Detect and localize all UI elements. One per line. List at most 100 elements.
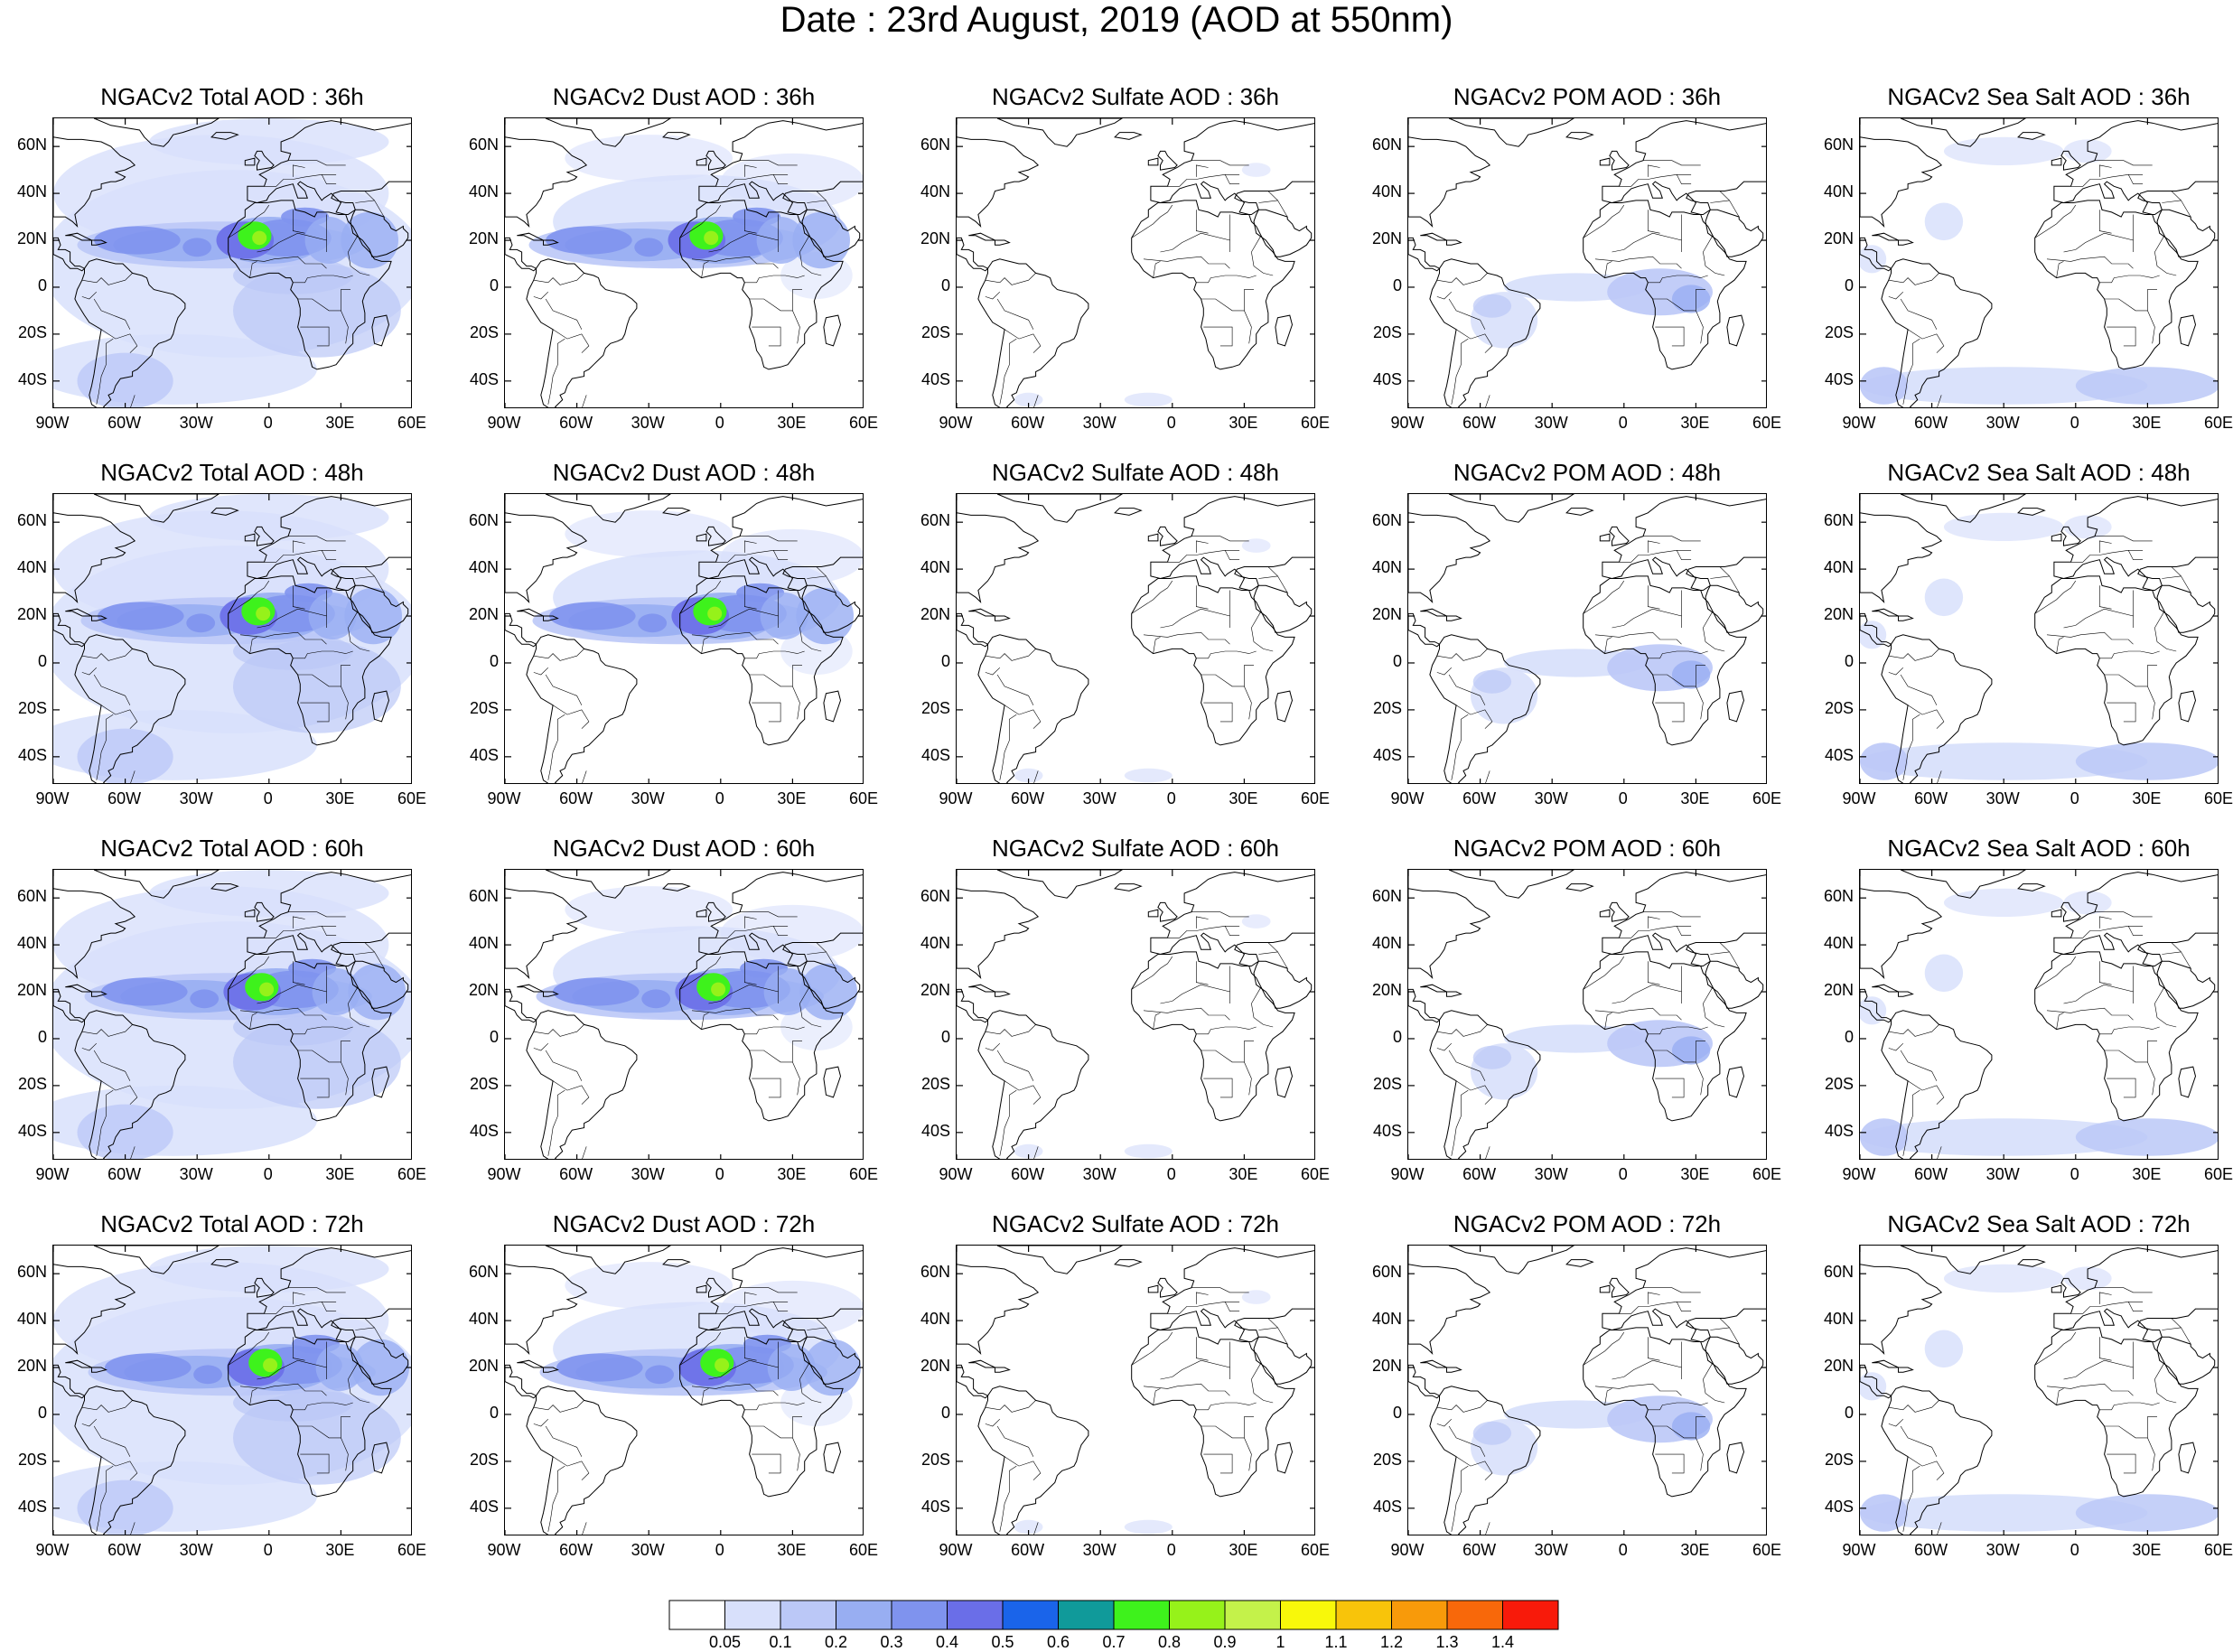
coastline (247, 1247, 411, 1342)
country-border (2070, 1301, 2144, 1314)
lon-tick-label: 0 (1618, 1165, 1628, 1183)
country-border (2056, 261, 2064, 278)
colorbar-label: 0.5 (991, 1633, 1014, 1651)
country-border (2070, 925, 2144, 938)
coastline (1150, 496, 1314, 591)
coastline (505, 237, 537, 272)
country-border (1647, 164, 1660, 177)
aod-field (190, 989, 220, 1009)
country-border (533, 291, 549, 300)
lon-tick-label: 30W (1534, 789, 1568, 807)
country-border (708, 232, 779, 253)
coastline (53, 237, 86, 272)
country-border (545, 298, 583, 330)
map-svg (1408, 118, 1766, 407)
aod-field (1943, 512, 2064, 541)
country-border (999, 714, 1017, 780)
panel-title: NGACv2 Dust AOD : 72h (552, 1210, 816, 1237)
country-border (1244, 942, 1279, 955)
lon-tick-label: 30W (631, 789, 665, 807)
country-border (1648, 650, 1708, 659)
coastline (1583, 951, 1747, 1122)
aod-field (256, 606, 271, 621)
coastline (698, 496, 863, 591)
country-border (1619, 925, 1692, 938)
aod-field (77, 728, 173, 783)
map-panel-dust-3 (504, 1245, 864, 1535)
country-border (1655, 326, 1685, 347)
coastline (2017, 508, 2046, 516)
country-border (321, 1302, 337, 1311)
country-border (1143, 1007, 1230, 1021)
country-border (996, 1050, 1034, 1081)
lon-tick-label: 30E (777, 1541, 807, 1559)
lon-tick-label: 30W (1985, 1165, 2020, 1183)
map-panel-sulfate-1 (956, 493, 1315, 784)
country-border (533, 1042, 549, 1051)
lon-tick-label: 90W (939, 1165, 973, 1183)
country-border (826, 951, 836, 969)
lon-tick-label: 30E (777, 414, 807, 432)
country-border (1594, 1383, 1682, 1396)
country-border (81, 1418, 98, 1427)
coastline (977, 258, 1089, 407)
lon-tick-label: 90W (939, 414, 973, 432)
country-border (1902, 714, 1920, 780)
coastline (1881, 258, 1993, 407)
coastline (2060, 901, 2081, 922)
country-border (93, 298, 131, 330)
lat-tick-label: 20N (16, 981, 47, 1000)
panel-title: NGACv2 Dust AOD : 36h (552, 83, 816, 110)
country-border (1902, 1089, 1920, 1156)
lat-tick-label: 60N (920, 887, 950, 906)
country-border (1196, 275, 1257, 284)
country-border (228, 956, 270, 990)
coastline (91, 991, 107, 997)
country-border (2046, 1383, 2134, 1396)
coastline (350, 1336, 409, 1385)
country-border (1196, 1402, 1257, 1411)
country-border (1612, 232, 1682, 253)
lon-tick-label: 90W (939, 789, 973, 807)
country-border (792, 1318, 827, 1330)
aod-field (77, 1479, 173, 1535)
country-border (1004, 1080, 1042, 1105)
coastline (74, 258, 186, 407)
country-border (1583, 956, 1625, 990)
country-border (1907, 1080, 1945, 1105)
lat-tick-label: 40S (920, 745, 950, 764)
coastline (526, 1010, 638, 1159)
coastline (1602, 120, 1766, 215)
map-panel-seasalt-2 (1859, 869, 2219, 1160)
lat-tick-label: 40N (1371, 934, 1402, 953)
coastline (1583, 200, 1747, 370)
panel-title: NGACv2 POM AOD : 72h (1453, 1210, 1722, 1237)
coastline (1705, 1336, 1764, 1385)
country-border (679, 956, 722, 990)
panel-title: NGACv2 Total AOD : 36h (100, 83, 364, 110)
coastline (1147, 157, 1159, 166)
coastline (1408, 118, 1491, 228)
map-panel-sulfate-3 (956, 1245, 1315, 1535)
coastline (957, 988, 989, 1023)
country-border (300, 702, 330, 723)
country-border (1196, 1026, 1257, 1035)
country-border (81, 291, 98, 300)
country-border (1277, 1327, 1288, 1345)
country-border (1676, 174, 1692, 184)
country-border (341, 310, 349, 344)
lon-tick-label: 60E (1752, 1165, 1782, 1183)
lon-tick-label: 60W (1462, 789, 1497, 807)
country-border (2127, 550, 2144, 560)
lon-tick-label: 30E (777, 1165, 807, 1183)
coastline (1898, 1367, 1914, 1373)
country-border (985, 1400, 1036, 1413)
country-border (996, 298, 1034, 330)
country-border (547, 714, 565, 780)
country-border (321, 174, 337, 184)
country-border (1696, 686, 1704, 720)
coastline (705, 901, 726, 922)
colorbar-label: 0.3 (880, 1633, 903, 1651)
lon-tick-label: 60E (2203, 789, 2233, 807)
country-border (374, 200, 385, 218)
